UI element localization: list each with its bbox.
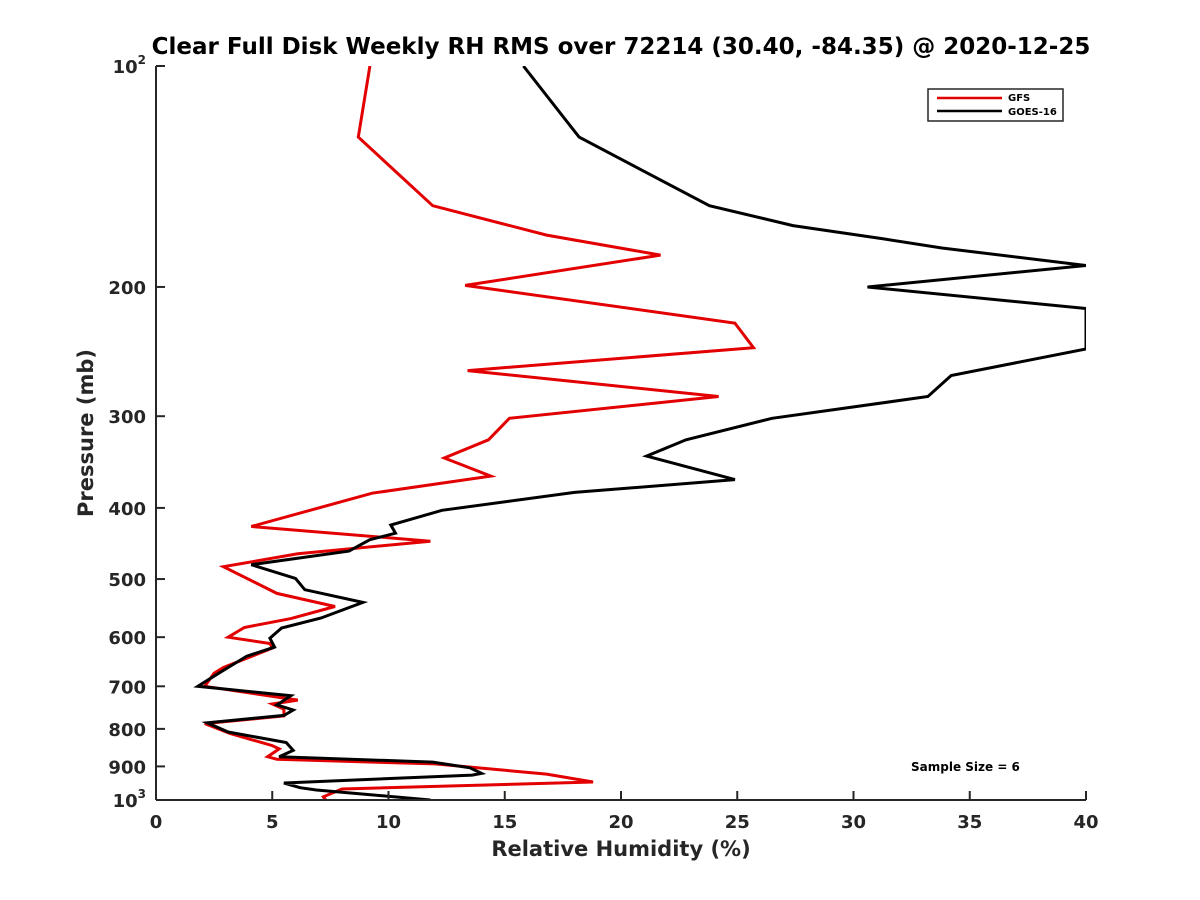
x-tick-label: 10 — [376, 812, 401, 833]
y-tick-label: 102 — [113, 53, 146, 78]
series-line-goes16 — [193, 66, 1086, 800]
y-tick-label: 103 — [113, 787, 146, 812]
y-tick-label: 900 — [108, 757, 146, 778]
y-tick-label: 600 — [108, 628, 146, 649]
series-line-gfs — [202, 66, 757, 800]
x-tick-label: 15 — [492, 812, 517, 833]
ticks: 0 5 10 15 20 25 30 35 40 102 200 300 400 500 600 700 800… — [108, 53, 1098, 833]
legend: GFS GOES-16 — [927, 88, 1064, 122]
axes — [155, 66, 1086, 801]
x-tick-label: 20 — [608, 812, 633, 833]
chart-title: Clear Full Disk Weekly RH RMS over 72214… — [152, 34, 1091, 60]
y-tick-label: 400 — [108, 499, 146, 520]
y-tick-label: 700 — [108, 677, 146, 698]
x-tick-label: 30 — [841, 812, 866, 833]
y-tick-label: 500 — [108, 570, 146, 591]
y-axis-label: Pressure (mb) — [74, 349, 98, 517]
x-tick-label: 25 — [725, 812, 750, 833]
y-tick-label: 800 — [108, 720, 146, 741]
legend-box — [927, 88, 1064, 122]
y-tick-label: 300 — [108, 407, 146, 428]
x-axis-label: Relative Humidity (%) — [491, 837, 750, 861]
x-tick-label: 5 — [266, 812, 279, 833]
x-tick-label: 40 — [1073, 812, 1098, 833]
x-tick-label: 0 — [150, 812, 163, 833]
sample-size-annotation: Sample Size = 6 — [911, 760, 1020, 774]
series-layer — [193, 66, 1086, 800]
legend-label-gfs: GFS — [1008, 93, 1030, 104]
legend-label-goes16: GOES-16 — [1008, 107, 1057, 118]
y-tick-label: 200 — [108, 278, 146, 299]
x-tick-label: 35 — [957, 812, 982, 833]
